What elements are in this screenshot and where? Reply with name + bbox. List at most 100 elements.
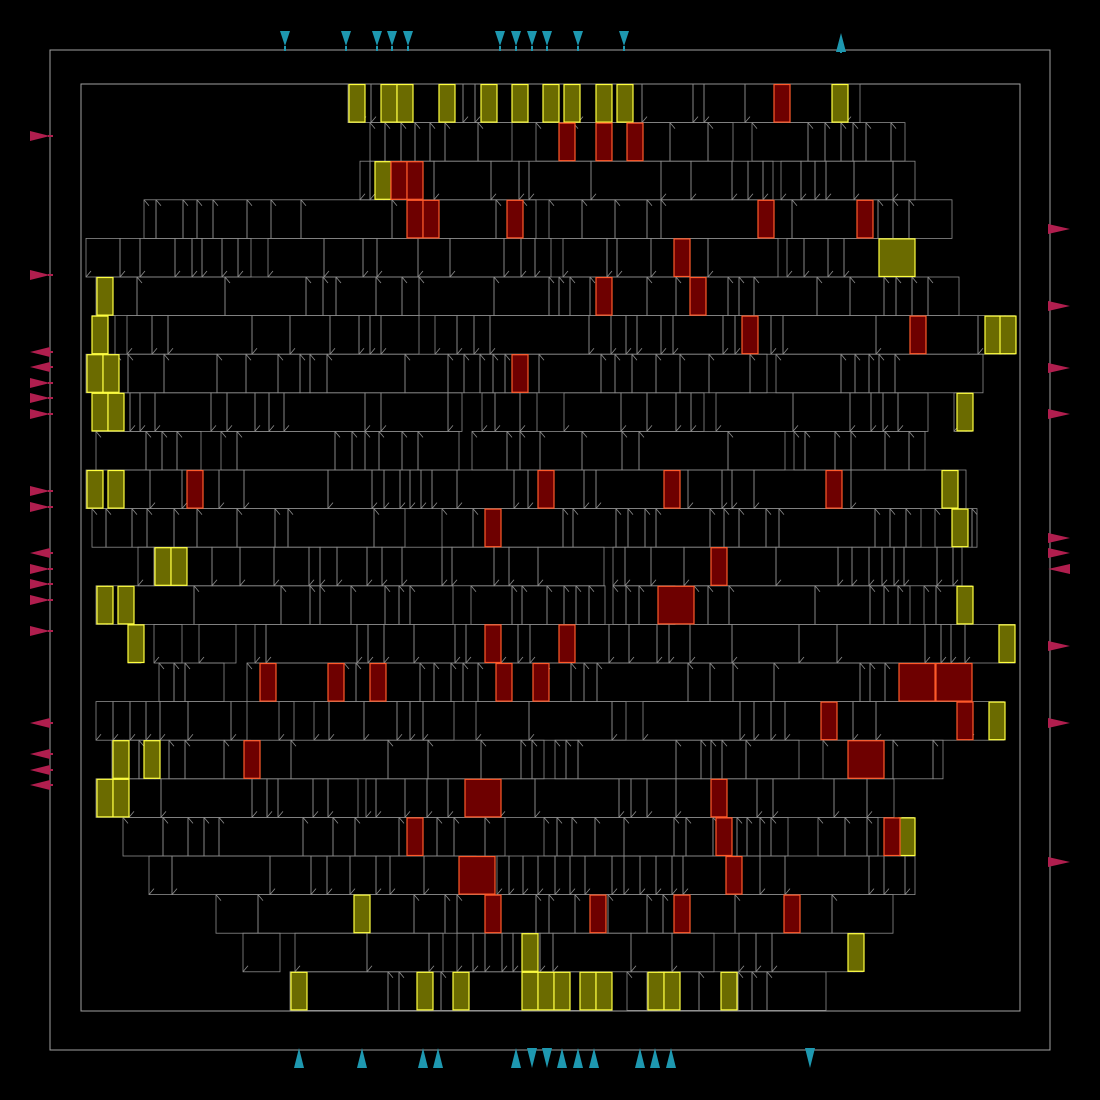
cell-orientation-mark: [715, 425, 722, 432]
cell-orientation-mark: [837, 579, 844, 587]
highlighted-red-cell: [710, 778, 728, 818]
cell-orientation-mark: [683, 579, 690, 587]
cell-orientation-mark: [784, 733, 791, 741]
cell-orientation-mark: [95, 431, 102, 438]
cell-orientation-mark: [615, 508, 622, 515]
left-pin-stub: [48, 753, 53, 755]
cell-orientation-mark: [381, 579, 388, 587]
cell-orientation-mark: [328, 733, 335, 741]
cell-orientation-mark: [932, 739, 939, 747]
highlighted-red-cell: [825, 469, 843, 509]
cell-orientation-mark: [707, 270, 714, 278]
cell-orientation-mark: [398, 585, 405, 593]
left-pin-marker: [30, 564, 50, 574]
cell-orientation-mark: [95, 733, 102, 741]
highlighted-yellow-cell: [353, 894, 371, 934]
cell-orientation-mark: [866, 811, 873, 818]
cell-orientation-mark: [625, 585, 632, 593]
cell-orientation-mark: [853, 193, 860, 201]
highlighted-red-cell: [856, 199, 874, 239]
cell-orientation-mark: [401, 431, 408, 438]
cell-orientation-mark: [656, 656, 663, 664]
left-pin-marker: [30, 548, 50, 558]
highlighted-red-cell: [757, 199, 775, 239]
highlighted-yellow-cell: [616, 83, 634, 123]
cell-orientation-mark: [687, 502, 694, 509]
cell-orientation-mark: [770, 733, 777, 741]
cell-orientation-mark: [269, 888, 276, 895]
highlighted-yellow-cell: [154, 547, 172, 586]
cell-orientation-mark: [520, 270, 527, 278]
top-pin-marker: [573, 31, 583, 46]
cell-orientation-mark: [753, 276, 760, 284]
cell-orientation-mark: [883, 888, 890, 895]
top-pin-marker: [280, 31, 290, 46]
left-pin-stub: [48, 135, 53, 137]
highlighted-yellow-cell: [998, 624, 1016, 664]
highlighted-yellow-cell: [595, 971, 613, 1011]
cell-orientation-mark: [326, 888, 333, 895]
highlighted-red-cell: [406, 161, 424, 200]
cell-orientation-mark: [245, 353, 252, 361]
cell-orientation-mark: [747, 193, 754, 201]
top-pin-marker: [836, 33, 846, 52]
cell-orientation-mark: [840, 122, 847, 129]
cell-orientation-mark: [660, 347, 667, 355]
cell-orientation-mark: [844, 817, 851, 824]
cell-orientation-mark: [447, 353, 454, 361]
left-pin-stub: [48, 274, 53, 276]
cell-orientation-mark: [367, 656, 374, 664]
cell-orientation-mark: [773, 662, 780, 670]
cell-orientation-mark: [583, 662, 590, 670]
highlighted-yellow-cell: [847, 933, 865, 972]
cell-orientation-mark: [373, 508, 380, 515]
cell-orientation-mark: [736, 817, 743, 824]
cell-orientation-mark: [414, 122, 421, 129]
cell-orientation-mark: [363, 733, 370, 741]
cell-orientation-mark: [358, 347, 365, 355]
cell-orientation-mark: [689, 656, 696, 664]
standard-cell: [894, 353, 984, 394]
highlighted-yellow-cell: [112, 740, 130, 779]
cell-orientation-mark: [419, 662, 426, 670]
top-pin-stub: [623, 46, 625, 51]
cell-orientation-mark: [187, 817, 194, 824]
cell-orientation-mark: [151, 347, 158, 355]
cell-orientation-mark: [226, 425, 233, 432]
cell-orientation-mark: [836, 656, 843, 664]
cell-orientation-mark: [807, 122, 814, 129]
cell-orientation-mark: [343, 662, 350, 670]
cell-orientation-mark: [745, 739, 752, 747]
highlighted-yellow-cell: [91, 392, 109, 432]
cell-orientation-mark: [155, 199, 162, 207]
highlighted-yellow-cell: [595, 83, 613, 123]
cell-orientation-mark: [387, 971, 394, 979]
cell-orientation-mark: [749, 353, 756, 361]
highlighted-yellow-cell: [521, 971, 539, 1011]
highlighted-yellow-cell: [143, 740, 161, 779]
cell-orientation-mark: [543, 817, 550, 824]
top-pin-stub: [515, 46, 517, 51]
cell-orientation-mark: [409, 502, 416, 509]
cell-orientation-mark: [650, 270, 657, 278]
cell-orientation-mark: [519, 425, 526, 432]
left-pin-marker: [30, 765, 50, 775]
cell-orientation-mark: [484, 817, 491, 824]
bottom-pin-marker: [294, 1048, 304, 1068]
cell-orientation-mark: [191, 270, 198, 278]
cell-orientation-mark: [762, 193, 769, 201]
highlighted-yellow-cell: [96, 778, 114, 818]
highlighted-cells: [86, 83, 1017, 1011]
cell-orientation-mark: [535, 122, 542, 129]
cell-orientation-mark: [472, 508, 479, 515]
cell-orientation-mark: [182, 199, 189, 207]
cell-orientation-mark: [354, 817, 361, 824]
cell-orientation-mark: [731, 193, 738, 201]
highlighted-yellow-cell: [86, 469, 104, 509]
cell-orientation-mark: [682, 888, 689, 895]
cell-orientation-mark: [814, 193, 821, 201]
highlighted-red-cell: [484, 624, 502, 664]
cell-orientation-mark: [173, 508, 180, 515]
cell-orientation-mark: [923, 585, 930, 593]
